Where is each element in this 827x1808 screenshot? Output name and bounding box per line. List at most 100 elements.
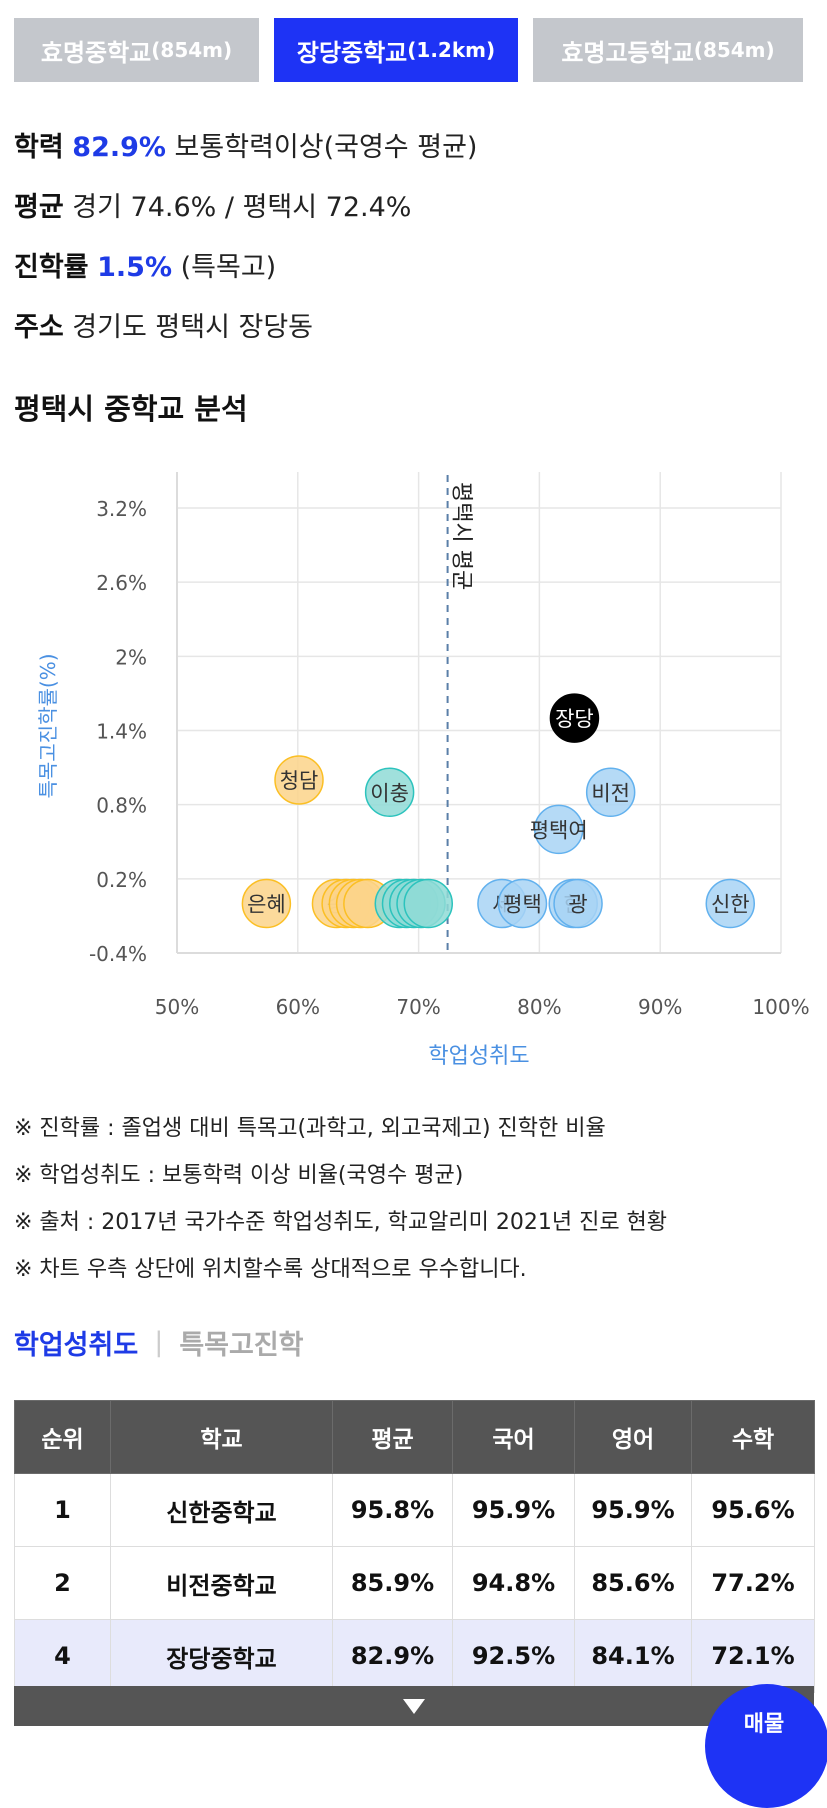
tab-school-3[interactable]: 효명고등학교 (854m) [533,18,803,82]
chevron-down-icon [403,1698,425,1714]
x-tick-label: 50% [155,995,199,1019]
chart-point-label: 이충 [370,781,409,805]
x-tick-label: 70% [396,995,440,1019]
y-tick-label: 3.2% [96,497,147,521]
chart-point-label: 광 [568,893,587,917]
tab-school-1-distance: (854m) [151,38,233,62]
info-advancement-label: 진학률 [14,252,89,283]
cell-korean: 94.8% [452,1546,575,1620]
chart-point-marker [533,804,584,855]
cell-rank: 1 [14,1473,111,1547]
chart-grid [176,472,782,954]
note-achievement: ※ 학업성취도 : 보통학력 이상 비율(국영수 평균) [14,1163,464,1188]
table-row-selected: 4 장당중학교 82.9% 92.5% 84.1% 72.1% [14,1619,815,1693]
x-tick-labels: 50% 60% 70% 80% 90% 100% [155,995,810,1019]
chart-point-label: 평택여 [530,818,588,842]
chart-point: 평택여 [530,804,588,855]
cell-average: 95.8% [332,1473,453,1547]
note-advancement: ※ 진학률 : 졸업생 대비 특목고(과학고, 외고국제고) 진학한 비율 [14,1116,606,1141]
school-tabs: 효명중학교 (854m) 장당중학교 (1.2km) 효명고등학교 (854m) [14,18,803,82]
table-row: 1 신한중학교 95.8% 95.9% 95.9% 95.6% [14,1473,815,1547]
note-source: ※ 출처 : 2017년 국가수준 학업성취도, 학교알리미 2021년 진로 … [14,1210,668,1235]
info-achievement: 학력 82.9% 보통학력이상(국영수 평균) [14,118,477,178]
section-title: 평택시 중학교 분석 [14,392,248,426]
chart-point: 신한 [705,878,756,929]
cell-rank: 4 [14,1619,111,1693]
subtab-divider: | [154,1327,164,1358]
tab-school-1[interactable]: 효명중학교 (854m) [14,18,259,82]
info-achievement-label: 학력 [14,132,64,163]
cell-english: 84.1% [574,1619,692,1693]
x-tick-label: 60% [276,995,320,1019]
cell-english: 85.6% [574,1546,692,1620]
chart-point: 비전 [585,767,636,818]
header-rank: 순위 [14,1400,111,1474]
cell-korean: 92.5% [452,1619,575,1693]
info-advancement-value: 1.5% [97,252,173,283]
cell-school: 비전중학교 [110,1546,333,1620]
chart-point: 평택 [497,878,548,929]
info-achievement-desc: 보통학력이상(국영수 평균) [174,132,478,163]
tab-school-2-distance: (1.2km) [407,38,496,62]
cell-average: 82.9% [332,1619,453,1693]
chart-point: 은혜 [241,878,292,929]
chart-point [403,878,454,929]
info-advancement: 진학률 1.5% (특목고) [14,238,477,298]
x-axis-label: 학업성취도 [428,1044,529,1069]
table-header-row: 순위 학교 평균 국어 영어 수학 [14,1400,815,1474]
school-info: 학력 82.9% 보통학력이상(국영수 평균) 평균 경기 74.6% / 평택… [14,118,477,358]
cell-rank: 2 [14,1546,111,1620]
header-english: 영어 [574,1400,692,1474]
header-korean: 국어 [452,1400,575,1474]
tab-school-3-distance: (854m) [693,38,775,62]
cell-average: 85.9% [332,1546,453,1620]
y-tick-label: 1.4% [96,720,147,744]
tab-school-2-name: 장당중학교 [296,38,408,67]
chart-point-label: 평택 [503,893,542,917]
listings-button-label: 매물 [743,1712,785,1737]
chart-point-marker [553,878,603,929]
cell-math: 72.1% [691,1619,815,1693]
header-average: 평균 [332,1400,453,1474]
ranking-table: 순위 학교 평균 국어 영어 수학 1 신한중학교 95.8% 95.9% 95… [14,1400,815,1693]
x-tick-label: 80% [517,995,561,1019]
y-tick-label: 0.8% [96,794,147,818]
chart-point: 광 [553,878,603,929]
y-tick-label: 2.6% [96,571,147,595]
expand-table-button[interactable] [14,1686,814,1726]
subtab-achievement[interactable]: 학업성취도 [14,1330,139,1361]
table-row: 2 비전중학교 85.9% 94.8% 85.6% 77.2% [14,1546,815,1620]
info-address: 주소 경기도 평택시 장당동 [14,298,477,358]
cell-math: 95.6% [691,1473,815,1547]
chart-point: 청담 [274,755,324,805]
tab-school-3-name: 효명고등학교 [561,38,694,67]
chart-point-marker [585,767,636,818]
chart-point-marker [549,693,600,743]
y-axis-label: 특목고진학률(%) [36,653,60,798]
cell-english: 95.9% [574,1473,692,1547]
info-advancement-desc: (특목고) [180,252,277,283]
tab-school-2[interactable]: 장당중학교 (1.2km) [274,18,518,82]
cell-korean: 95.9% [452,1473,575,1547]
chart-point-marker [364,767,415,818]
cell-school: 장당중학교 [110,1619,333,1693]
info-address-value: 경기도 평택시 장당동 [72,312,314,343]
info-average: 평균 경기 74.6% / 평택시 72.4% [14,178,477,238]
chart-point: 장당 [549,693,600,743]
y-tick-label: 0.2% [96,868,147,892]
info-average-value: 경기 74.6% / 평택시 72.4% [72,192,412,223]
info-address-label: 주소 [14,312,64,343]
cell-math: 77.2% [691,1546,815,1620]
y-tick-label: 2% [115,645,147,669]
subtab-advancement[interactable]: 특목고진학 [179,1330,304,1361]
chart-point-label: 청담 [280,769,319,793]
listings-button[interactable]: 매물 [705,1684,827,1808]
tab-school-1-name: 효명중학교 [40,38,152,67]
y-tick-label: -0.4% [89,942,147,966]
ranking-subtabs: 학업성취도 | 특목고진학 [14,1323,304,1362]
x-tick-label: 90% [638,995,682,1019]
chart-point-marker [403,878,454,929]
x-tick-label: 100% [752,995,809,1019]
info-average-label: 평균 [14,192,64,223]
cell-school: 신한중학교 [110,1473,333,1547]
